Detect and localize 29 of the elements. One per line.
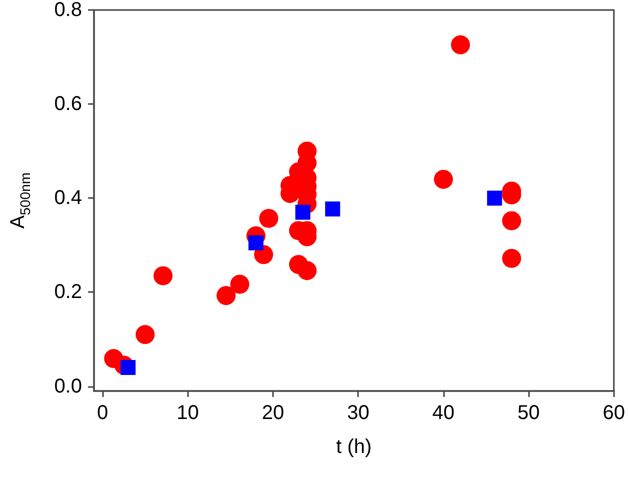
- y-axis-title: A500nm: [7, 172, 33, 229]
- point: [298, 261, 317, 280]
- x-axis-title: t (h): [336, 436, 372, 458]
- point: [502, 248, 522, 268]
- x-tick-label: 0: [96, 402, 108, 424]
- point: [502, 211, 522, 230]
- y-tick-label: 0.0: [54, 375, 82, 398]
- x-tick-label: 20: [262, 402, 284, 424]
- x-tick-label: 40: [432, 402, 455, 424]
- point: [136, 325, 155, 344]
- point: [325, 201, 340, 216]
- y-tick-label: 0.2: [54, 281, 82, 304]
- x-tick-label: 30: [347, 402, 370, 424]
- point: [230, 274, 250, 294]
- point: [450, 35, 470, 54]
- point: [154, 266, 173, 286]
- point: [295, 204, 310, 220]
- point: [216, 286, 236, 306]
- point: [259, 208, 278, 228]
- y-tick-label: 0.4: [54, 187, 82, 210]
- x-tick-label: 50: [518, 402, 540, 424]
- x-tick-label: 60: [602, 402, 625, 424]
- y-tick-label: 0.6: [54, 93, 82, 116]
- point: [248, 235, 264, 250]
- y-tick-label: 0.8: [54, 0, 82, 21]
- point: [487, 190, 502, 206]
- x-tick-label: 10: [176, 402, 199, 424]
- point: [120, 360, 136, 375]
- point: [434, 170, 453, 189]
